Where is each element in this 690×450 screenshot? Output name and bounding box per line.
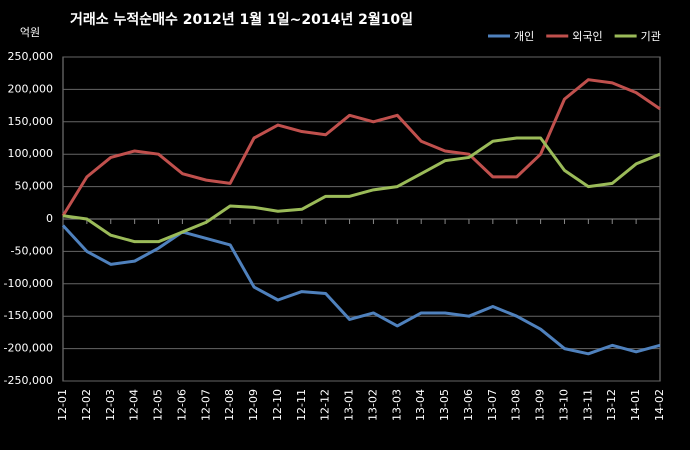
y-tick-label: 0 (46, 212, 53, 225)
x-tick-label: 13-06 (462, 389, 475, 421)
x-tick-label: 12-12 (319, 389, 332, 421)
y-tick-label: 200,000 (8, 82, 54, 95)
x-tick-label: 12-09 (247, 389, 260, 421)
series-line (61, 78, 661, 217)
x-tick-label: 13-02 (366, 389, 379, 421)
x-tick-label: 12-02 (80, 389, 93, 421)
x-tick-label: 12-03 (104, 389, 117, 421)
x-tick-label: 12-04 (128, 389, 141, 421)
y-tick-label: -50,000 (11, 244, 53, 257)
series-line (62, 136, 661, 244)
x-tick-label: 13-04 (414, 389, 427, 421)
x-tick-label: 14-02 (653, 389, 666, 421)
y-tick-label: -100,000 (4, 277, 53, 290)
x-tick-label: 13-08 (510, 389, 523, 421)
x-tick-label: 14-01 (629, 389, 642, 421)
x-tick-label: 13-10 (557, 389, 570, 421)
x-tick-label: 12-08 (223, 389, 236, 421)
x-tick-label: 13-07 (486, 389, 499, 421)
x-tick-label: 13-05 (438, 389, 451, 421)
y-tick-label: 150,000 (8, 115, 54, 128)
x-tick-label: 12-11 (295, 389, 308, 421)
x-tick-label: 12-01 (56, 389, 69, 421)
x-tick-label: 13-03 (390, 389, 403, 421)
x-tick-label: 12-06 (175, 389, 188, 421)
y-tick-label: -250,000 (4, 374, 53, 387)
y-tick-label: -150,000 (4, 309, 53, 322)
x-tick-label: 13-01 (343, 389, 356, 421)
y-tick-label: 100,000 (8, 147, 54, 160)
x-tick-label: 12-05 (152, 389, 165, 421)
y-tick-label: 250,000 (8, 50, 54, 63)
legend-label: 기관 (641, 30, 661, 43)
legend-label: 개인 (514, 30, 534, 43)
series-line (61, 224, 661, 356)
y-tick-label: 50,000 (15, 180, 54, 193)
chart-title: 거래소 누적순매수 2012년 1월 1일~2014년 2월10일 (70, 11, 413, 28)
x-tick-label: 12-10 (271, 389, 284, 421)
x-tick-label: 12-07 (199, 389, 212, 421)
x-tick-label: 13-12 (605, 389, 618, 421)
legend-label: 외국인 (572, 30, 602, 43)
x-tick-label: 13-09 (534, 389, 547, 421)
y-tick-label: -200,000 (4, 342, 53, 355)
x-tick-label: 13-11 (581, 389, 594, 421)
y-unit: 억원 (20, 26, 40, 39)
